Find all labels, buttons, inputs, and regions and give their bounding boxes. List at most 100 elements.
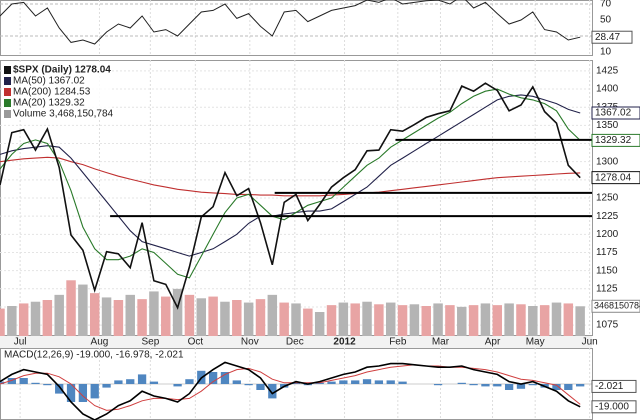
macd-histogram-bar: [31, 382, 40, 384]
macd-histogram-bar: [185, 379, 194, 384]
volume-bar: [516, 304, 526, 336]
macd-histogram-bar: [256, 384, 265, 390]
y-tick-label: 1150: [596, 265, 618, 276]
rsi-tag: [591, 30, 633, 44]
y-tick-label: 1425: [596, 66, 619, 77]
volume-bar: [66, 280, 76, 336]
legend-swatch: [4, 110, 11, 118]
volume-bar: [303, 308, 313, 336]
volume-bar: [539, 305, 550, 336]
macd-histogram-bar: [7, 378, 16, 384]
y-tick-label: 1300: [596, 156, 619, 167]
macd-histogram-bar: [126, 379, 135, 384]
legend-swatch: [4, 99, 11, 107]
volume-bar: [0, 308, 5, 336]
volume-bar: [563, 303, 574, 336]
volume-tag-label: 3468150784: [594, 301, 640, 311]
volume-bar: [89, 293, 100, 336]
macd-histogram-bar: [374, 380, 384, 384]
y-tick-label: 1225: [596, 211, 619, 222]
macd-histogram-bar: [102, 384, 111, 388]
volume-bar: [267, 294, 278, 336]
macd-histogram-bar: [220, 372, 230, 384]
macd-tag-label: -19.000: [595, 401, 629, 412]
macd-line: [0, 361, 581, 420]
macd-histogram-bar: [78, 384, 88, 402]
volume-bar: [480, 303, 491, 336]
volume-bar: [196, 298, 207, 336]
legend-swatch: [4, 77, 11, 85]
x-tick-label: Feb: [389, 337, 407, 348]
panel-frame: [0, 0, 593, 56]
volume-bar: [243, 302, 254, 336]
rsi-tag-label: 28.47: [595, 32, 620, 43]
volume-bar: [42, 300, 53, 336]
macd-histogram-bar: [55, 384, 64, 394]
price-line: [0, 82, 581, 310]
volume-bar: [291, 303, 301, 336]
macd-histogram-bar: [327, 381, 336, 384]
price-tag: [591, 171, 640, 185]
price-tag-label: 1278.04: [595, 172, 632, 183]
legend-label: MA(50) 1367.02: [13, 76, 85, 87]
x-tick-label: Jul: [14, 337, 27, 348]
volume-bar: [433, 303, 443, 336]
volume-bar: [528, 306, 538, 336]
macd-histogram-bar: [43, 384, 52, 386]
macd-histogram-bar: [149, 381, 159, 384]
volume-bar: [397, 305, 408, 336]
macd-histogram-bar: [137, 374, 147, 384]
volume-bar: [255, 299, 266, 336]
macd-tag-label: -2.021: [595, 381, 624, 392]
volume-bar: [409, 304, 420, 336]
moving-average: [0, 156, 581, 197]
volume-tag: [591, 299, 640, 313]
macd-histogram-bar: [268, 384, 277, 399]
macd-histogram-bar: [386, 380, 395, 384]
volume-bar: [113, 300, 124, 336]
x-tick-label: Mar: [432, 337, 450, 348]
volume-bar: [78, 284, 88, 336]
macd-histogram-bar: [315, 382, 324, 384]
volume-bar: [137, 299, 147, 336]
macd-histogram-bar: [362, 379, 372, 384]
macd-title: MACD(12,26,9) -19.000, -16.978, -2.021: [4, 350, 184, 361]
macd-histogram-bar: [66, 384, 76, 402]
macd-histogram-bar: [504, 384, 514, 390]
x-tick-label: Aug: [91, 337, 109, 348]
price-tag: [591, 133, 640, 147]
y-tick-label: 1350: [596, 120, 619, 131]
macd-histogram-bar: [114, 380, 123, 384]
price-tag-label: 1367.02: [595, 108, 632, 119]
volume-bar: [362, 301, 372, 336]
macd-histogram-bar: [576, 384, 585, 387]
volume-bar: [7, 306, 17, 336]
macd-histogram-bar: [351, 380, 360, 384]
volume-bar: [161, 296, 171, 336]
price-tag-label: 1329.32: [595, 135, 632, 146]
macd-histogram-bar: [516, 384, 526, 389]
rsi-tick-label: 50: [600, 15, 612, 26]
legend-label: MA(200) 1284.53: [13, 87, 91, 98]
macd-histogram-bar: [232, 380, 241, 384]
x-tick-label: Dec: [286, 337, 304, 348]
macd-histogram-bar: [19, 378, 28, 384]
y-tick-label: 1075: [596, 320, 619, 331]
volume-bar: [279, 302, 289, 336]
volume-bar: [374, 304, 384, 336]
macd-histogram-bar: [398, 381, 407, 384]
macd-histogram-bar: [339, 380, 348, 384]
macd-histogram-bar: [291, 382, 301, 384]
legend-label: Volume 3,468,150,784: [13, 109, 114, 120]
x-tick-label: Apr: [485, 337, 501, 348]
volume-bar: [184, 294, 195, 336]
volume-bar: [575, 306, 585, 336]
y-tick-label: 1400: [596, 84, 619, 95]
rsi-tick-label: 10: [600, 47, 612, 58]
volume-bar: [208, 296, 218, 336]
y-tick-label: 1175: [596, 247, 618, 258]
macd-signal-line: [0, 364, 581, 411]
legend-box: [2, 64, 112, 120]
y-tick-label: 1200: [596, 229, 619, 240]
volume-bar: [232, 300, 242, 336]
